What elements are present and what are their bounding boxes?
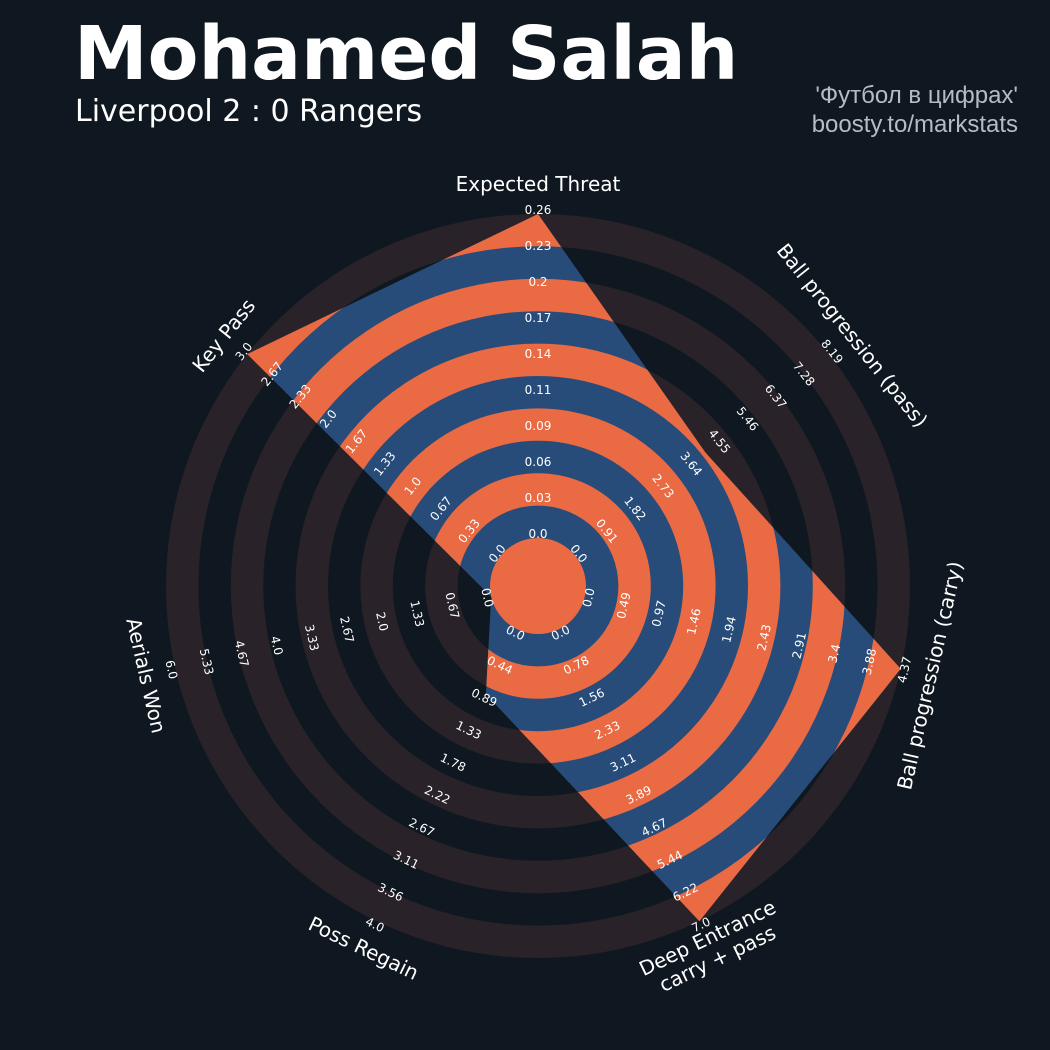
- tick-label: 0.2: [528, 275, 547, 289]
- tick-label: 0.26: [525, 203, 552, 217]
- tick-label: 0.0: [528, 527, 547, 541]
- tick-label: 3.4: [825, 643, 843, 665]
- tick-label: 2.43: [754, 623, 774, 652]
- axis-label: Aerials Won: [121, 616, 171, 736]
- tick-label: 4.67: [232, 639, 252, 668]
- tick-label: 1.33: [407, 599, 427, 628]
- tick-label: 1.94: [719, 615, 739, 644]
- match-subtitle: Liverpool 2 : 0 Rangers: [75, 94, 423, 129]
- tick-label: 3.33: [302, 623, 322, 652]
- tick-label: 1.78: [438, 750, 468, 774]
- credit-line-2: boosty.to/markstats: [811, 110, 1018, 138]
- tick-label: 0.06: [525, 455, 552, 469]
- tick-label: 4.0: [268, 635, 286, 657]
- credit-line-1: 'Футбол в цифрах': [815, 82, 1018, 109]
- tick-label: 6.0: [162, 659, 180, 681]
- tick-label: 0.17: [525, 311, 552, 325]
- page-title: Mohamed Salah: [74, 11, 739, 97]
- credit-block: 'Футбол в цифрах' boosty.to/markstats: [812, 82, 1018, 140]
- tick-label: 0.49: [614, 591, 634, 620]
- tick-label: 0.03: [525, 491, 552, 505]
- tick-label: 3.88: [860, 647, 880, 676]
- tick-label: 0.67: [442, 591, 462, 620]
- tick-label: 0.0: [478, 587, 496, 609]
- tick-label: 1.46: [684, 607, 704, 636]
- center-disk: [490, 538, 586, 634]
- tick-label: 0.14: [525, 347, 552, 361]
- tick-label: 0.23: [525, 239, 552, 253]
- axis-label: Expected Threat: [456, 172, 621, 196]
- tick-label: 0.11: [525, 383, 552, 397]
- tick-label: 2.0: [373, 611, 391, 633]
- tick-label: 2.67: [337, 615, 357, 644]
- tick-label: 4.37: [895, 655, 915, 684]
- tick-label: 5.33: [197, 647, 217, 676]
- tick-label: 2.91: [790, 631, 810, 660]
- tick-label: 0.0: [580, 587, 598, 609]
- tick-label: 0.09: [525, 419, 552, 433]
- tick-label: 0.97: [649, 599, 669, 628]
